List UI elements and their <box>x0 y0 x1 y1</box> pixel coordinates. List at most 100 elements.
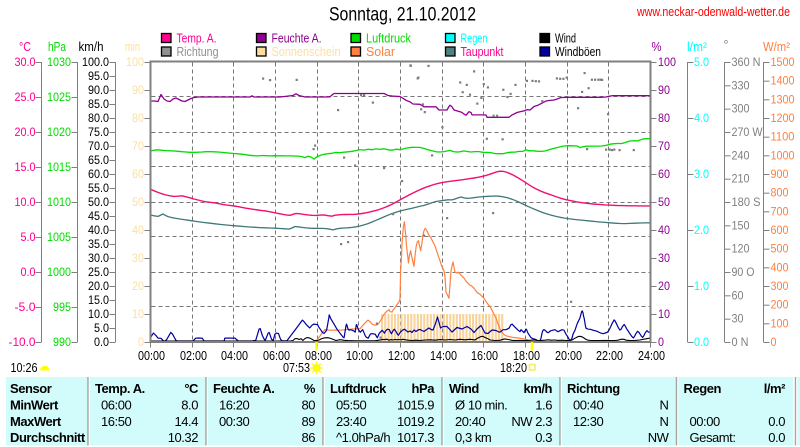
svg-text:24:00: 24:00 <box>638 349 665 363</box>
svg-text:40: 40 <box>658 223 670 237</box>
svg-text:l/m²: l/m² <box>687 40 707 54</box>
svg-text:16:00: 16:00 <box>471 349 498 363</box>
svg-text:5.0: 5.0 <box>21 230 36 244</box>
svg-text:300: 300 <box>771 279 789 293</box>
svg-text:1.6: 1.6 <box>535 398 552 413</box>
svg-text:300: 300 <box>732 102 750 116</box>
svg-text:Wind: Wind <box>449 381 479 396</box>
svg-text:89: 89 <box>301 414 315 429</box>
svg-text:Wind: Wind <box>555 32 576 46</box>
svg-text:15.0: 15.0 <box>88 293 109 307</box>
svg-text:00:00: 00:00 <box>138 349 165 363</box>
svg-text:%: % <box>304 381 316 396</box>
svg-text:90: 90 <box>132 83 144 97</box>
svg-text:5.0: 5.0 <box>94 321 109 335</box>
svg-text:55.0: 55.0 <box>88 181 109 195</box>
svg-text:1400: 1400 <box>771 74 795 88</box>
svg-text:02:00: 02:00 <box>180 349 207 363</box>
svg-text:0: 0 <box>771 335 777 349</box>
svg-text:Richtung: Richtung <box>567 381 620 396</box>
svg-text:0.0: 0.0 <box>768 430 785 445</box>
svg-text:0,3 km: 0,3 km <box>455 430 491 445</box>
svg-text:km/h: km/h <box>79 40 104 54</box>
svg-text:N: N <box>660 398 669 413</box>
svg-text:95.0: 95.0 <box>88 69 109 83</box>
svg-text:20: 20 <box>132 279 144 293</box>
svg-text:100: 100 <box>771 316 789 330</box>
svg-text:10:26: 10:26 <box>11 361 38 375</box>
svg-text:Ø 10 min.: Ø 10 min. <box>455 398 507 413</box>
svg-text:1000: 1000 <box>771 148 795 162</box>
svg-text:10: 10 <box>658 307 670 321</box>
svg-text:800: 800 <box>771 186 789 200</box>
svg-text:60: 60 <box>658 167 670 181</box>
svg-text:1100: 1100 <box>771 130 795 144</box>
svg-text:-5.0: -5.0 <box>15 300 36 314</box>
svg-text:10:00: 10:00 <box>346 349 373 363</box>
svg-text:10.0: 10.0 <box>88 307 109 321</box>
svg-text:50.0: 50.0 <box>88 195 109 209</box>
svg-text:150: 150 <box>732 218 750 232</box>
svg-text:210: 210 <box>732 172 750 186</box>
svg-text:8.0: 8.0 <box>181 398 198 413</box>
svg-text:1025: 1025 <box>47 90 71 104</box>
svg-text:Regen: Regen <box>461 32 488 46</box>
svg-text:900: 900 <box>771 167 789 181</box>
svg-text:35.0: 35.0 <box>88 237 109 251</box>
svg-text:04:00: 04:00 <box>221 349 248 363</box>
svg-text:30.0: 30.0 <box>15 55 36 69</box>
svg-text:100: 100 <box>126 55 144 69</box>
svg-text:0: 0 <box>138 335 144 349</box>
svg-text:Richtung: Richtung <box>177 45 219 59</box>
svg-text:10.32: 10.32 <box>168 430 199 445</box>
svg-text:22:00: 22:00 <box>596 349 623 363</box>
svg-text:330: 330 <box>732 78 750 92</box>
svg-text:80: 80 <box>658 111 670 125</box>
svg-text:100.0: 100.0 <box>82 55 109 69</box>
svg-text:Temp. A.: Temp. A. <box>95 381 145 396</box>
svg-text:50: 50 <box>658 195 670 209</box>
svg-text:30: 30 <box>658 251 670 265</box>
svg-text:00:00: 00:00 <box>690 414 721 429</box>
svg-text:Sonnenschein: Sonnenschein <box>272 45 341 59</box>
svg-text:NW: NW <box>648 430 670 445</box>
svg-text:80: 80 <box>301 398 315 413</box>
svg-text:180 S: 180 S <box>732 195 761 209</box>
svg-text:%: % <box>652 40 662 54</box>
svg-text:700: 700 <box>771 204 789 218</box>
svg-text:1010: 1010 <box>47 195 71 209</box>
svg-text:30: 30 <box>732 312 744 326</box>
svg-text:80: 80 <box>132 111 144 125</box>
svg-text:www.neckar-odenwald-wetter.de: www.neckar-odenwald-wetter.de <box>636 4 790 19</box>
svg-text:07:53: 07:53 <box>283 361 310 375</box>
svg-text:MinWert: MinWert <box>10 398 59 413</box>
svg-text:60: 60 <box>732 288 744 302</box>
svg-text:Feuchte A.: Feuchte A. <box>272 32 322 46</box>
svg-text:00:40: 00:40 <box>573 398 604 413</box>
svg-text:0.0: 0.0 <box>768 414 785 429</box>
svg-text:90: 90 <box>658 83 670 97</box>
svg-text:25.0: 25.0 <box>88 265 109 279</box>
svg-text:15.0: 15.0 <box>15 160 36 174</box>
svg-text:990: 990 <box>53 335 71 349</box>
svg-text:2.0: 2.0 <box>694 223 709 237</box>
svg-text:12:00: 12:00 <box>388 349 415 363</box>
svg-text:06:00: 06:00 <box>101 398 132 413</box>
svg-text:1.0: 1.0 <box>694 279 709 293</box>
svg-text:80.0: 80.0 <box>88 111 109 125</box>
svg-text:100: 100 <box>658 55 676 69</box>
svg-text:05:50: 05:50 <box>336 398 367 413</box>
svg-text:5.0: 5.0 <box>694 55 709 69</box>
svg-text:^1.0hPa/h: ^1.0hPa/h <box>336 430 390 445</box>
svg-text:0: 0 <box>658 335 664 349</box>
svg-text:16:50: 16:50 <box>101 414 132 429</box>
svg-text:200: 200 <box>771 298 789 312</box>
svg-text:70: 70 <box>658 139 670 153</box>
svg-text:30: 30 <box>132 251 144 265</box>
svg-text:12:30: 12:30 <box>573 414 604 429</box>
svg-text:500: 500 <box>771 242 789 256</box>
svg-text:360 N: 360 N <box>732 55 761 69</box>
svg-text:hPa: hPa <box>48 40 66 54</box>
svg-text:0 N: 0 N <box>732 335 749 349</box>
svg-text:NW 2.3: NW 2.3 <box>511 414 552 429</box>
